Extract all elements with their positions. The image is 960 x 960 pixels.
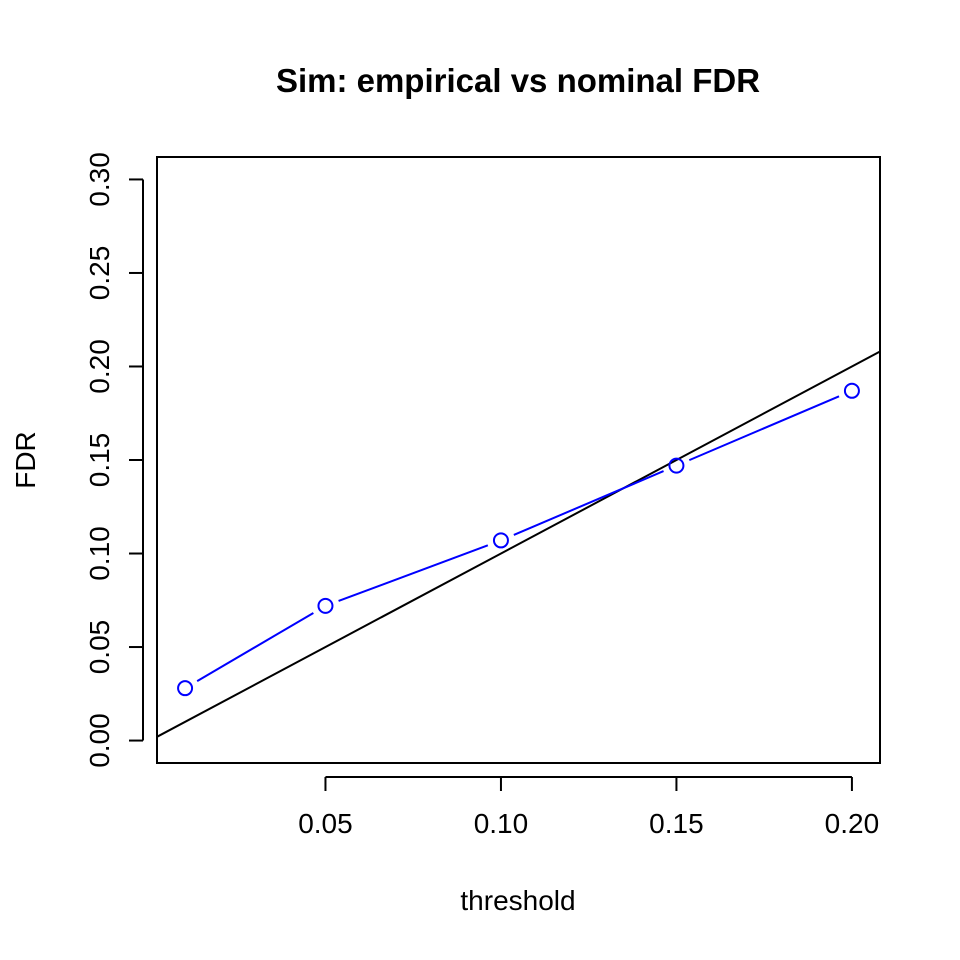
series-segment: [338, 544, 489, 602]
x-tick-label: 0.05: [298, 808, 353, 839]
y-tick-label: 0.00: [84, 713, 115, 768]
series-segment: [688, 395, 840, 462]
y-tick-label: 0.05: [84, 620, 115, 675]
data-point: [492, 532, 509, 549]
data-point: [668, 457, 685, 474]
series-segment: [513, 470, 664, 536]
reference-line-layer: [157, 350, 880, 738]
x-tick-label: 0.20: [825, 808, 880, 839]
y-tick-label: 0.10: [84, 526, 115, 581]
y-tick-label: 0.15: [84, 433, 115, 488]
data-point: [843, 382, 860, 399]
chart-title: Sim: empirical vs nominal FDR: [276, 62, 760, 99]
x-tick-label: 0.15: [649, 808, 704, 839]
plot-frame: [156, 156, 881, 764]
reference-line: [157, 350, 880, 738]
data-point: [177, 680, 194, 697]
x-tick-label: 0.10: [474, 808, 529, 839]
series-layer: [177, 382, 860, 697]
y-tick-label: 0.30: [84, 152, 115, 207]
series-segment: [196, 612, 314, 682]
y-tick-label: 0.20: [84, 339, 115, 394]
y-tick-label: 0.25: [84, 246, 115, 301]
x-axis: 0.05 0.10 0.15 0.20: [298, 776, 880, 839]
x-axis-label: threshold: [460, 885, 575, 916]
y-axis-label: FDR: [10, 431, 41, 489]
data-point: [317, 597, 334, 614]
y-axis: 0.00 0.05 0.10 0.15 0.20 0.25 0.30: [84, 152, 144, 768]
